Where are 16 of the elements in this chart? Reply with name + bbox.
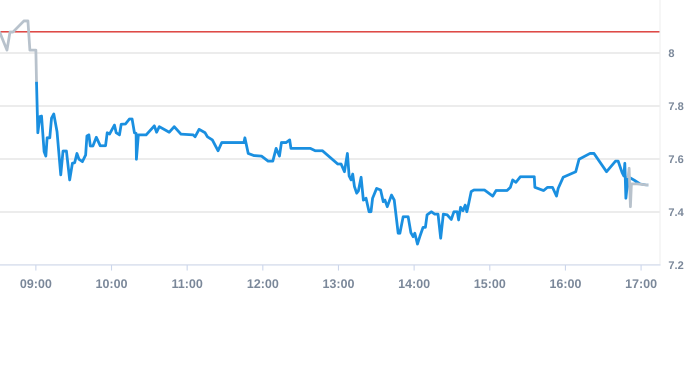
x-tick-label: 16:00 <box>550 279 581 288</box>
x-tick-label: 10:00 <box>96 279 127 288</box>
y-tick-label: 7.4 <box>668 208 684 216</box>
x-tick-label: 14:00 <box>398 279 430 288</box>
y-tick-label: 8 <box>668 49 674 58</box>
x-tick-label: 15:00 <box>474 279 506 288</box>
x-tick-label: 17:00 <box>626 279 657 288</box>
x-tick-label: 13:00 <box>323 279 354 288</box>
x-tick-label: 09:00 <box>20 279 52 288</box>
x-tick-label: 12:00 <box>248 279 278 288</box>
line-series <box>0 20 38 85</box>
y-tick-label: 7.8 <box>668 102 684 110</box>
x-tick-label: 11:00 <box>172 279 202 288</box>
y-tick-label: 7.6 <box>668 155 684 164</box>
y-tick-label: 7.2 <box>668 261 684 270</box>
line-series <box>626 166 648 208</box>
